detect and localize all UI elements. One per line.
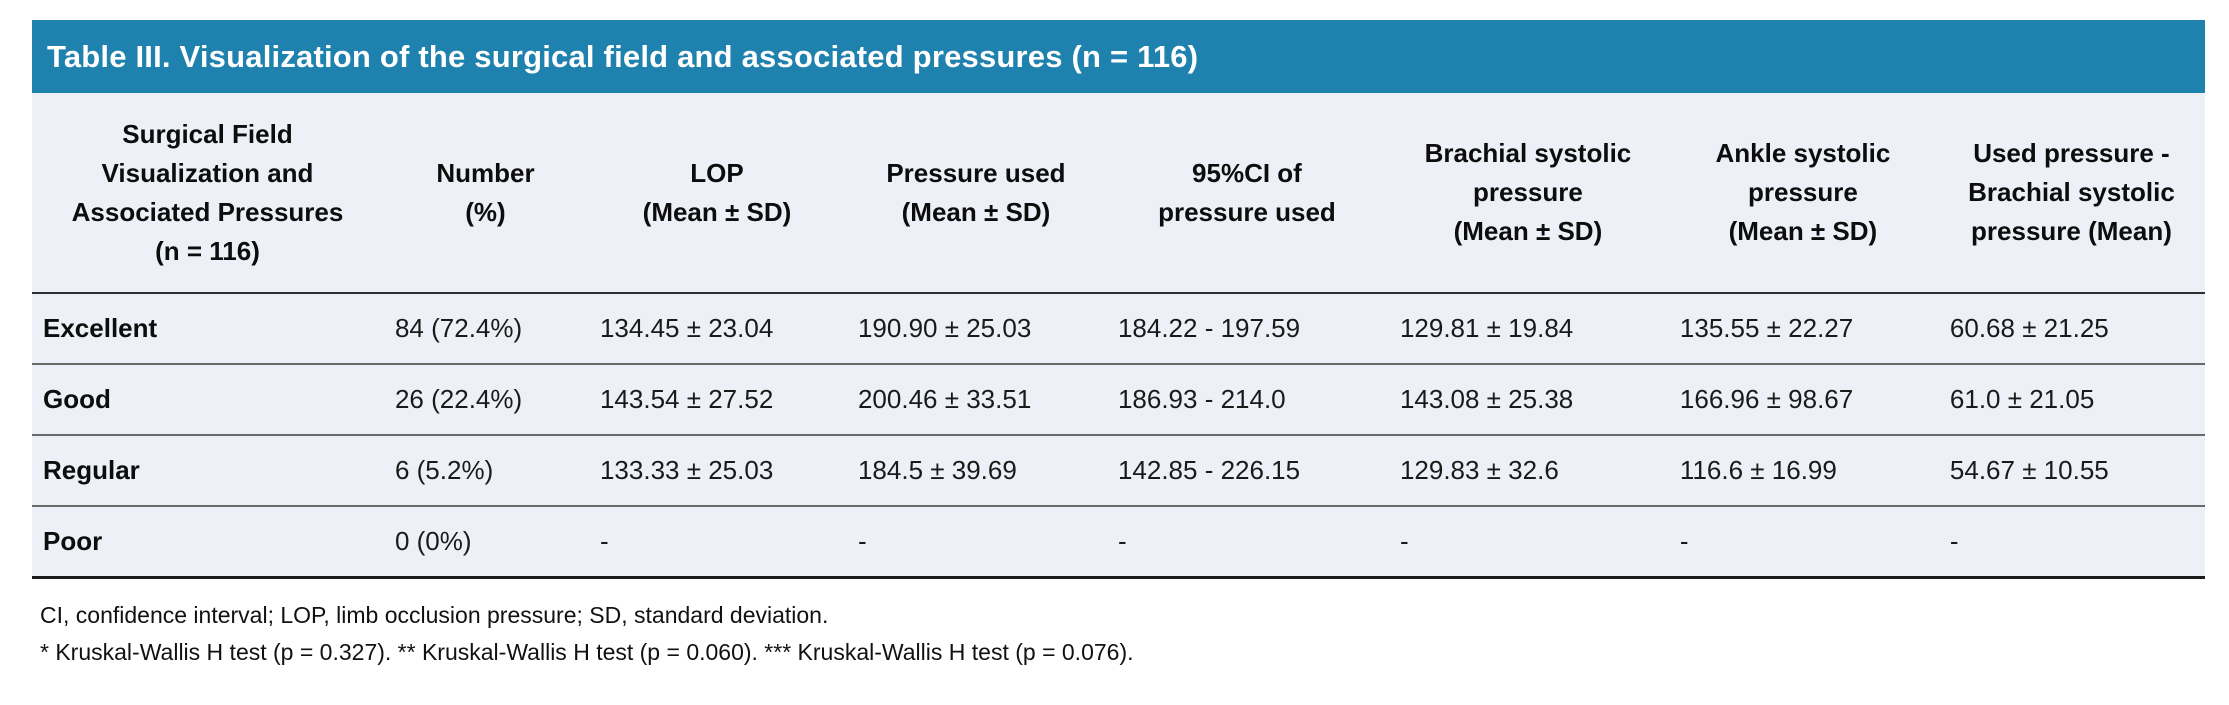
table-title-bar: Table III. Visualization of the surgical… xyxy=(32,20,2205,93)
col-header-surgical-field-visualization: Surgical Field Visualization and Associa… xyxy=(32,93,383,294)
col-header-lop: LOP (Mean ± SD) xyxy=(587,93,846,294)
table-cell: 61.0 ± 21.05 xyxy=(1937,364,2205,436)
data-table: Surgical Field Visualization and Associa… xyxy=(32,93,2205,579)
row-label-excellent: Excellent xyxy=(32,293,383,365)
table-row-regular: Regular 6 (5.2%) 133.33 ± 25.03 184.5 ± … xyxy=(32,435,2205,507)
row-label-good: Good xyxy=(32,364,383,436)
table-cell: 143.54 ± 27.52 xyxy=(587,364,846,436)
table-cell: 129.81 ± 19.84 xyxy=(1387,293,1668,365)
col-header-used-minus-brachial-pressure: Used pressure - Brachial systolic pressu… xyxy=(1937,93,2205,294)
row-label-poor: Poor xyxy=(32,506,383,579)
table-iii-card: Table III. Visualization of the surgical… xyxy=(32,20,2205,671)
table-row-good: Good 26 (22.4%) 143.54 ± 27.52 200.46 ± … xyxy=(32,364,2205,436)
col-header-ankle-systolic-pressure: Ankle systolic pressure (Mean ± SD) xyxy=(1667,93,1938,294)
table-cell: 134.45 ± 23.04 xyxy=(587,293,846,365)
table-cell: - xyxy=(845,506,1106,579)
table-cell: 184.5 ± 39.69 xyxy=(845,435,1106,507)
table-cell: 143.08 ± 25.38 xyxy=(1387,364,1668,436)
table-cell: 133.33 ± 25.03 xyxy=(587,435,846,507)
col-header-pressure-used: Pressure used (Mean ± SD) xyxy=(845,93,1106,294)
table-cell: - xyxy=(1387,506,1668,579)
table-cell: 54.67 ± 10.55 xyxy=(1937,435,2205,507)
table-cell: 116.6 ± 16.99 xyxy=(1667,435,1938,507)
footnote-statistical-tests: * Kruskal-Wallis H test (p = 0.327). ** … xyxy=(40,638,1134,665)
table-cell: - xyxy=(1105,506,1388,579)
table-footnotes: CI, confidence interval; LOP, limb occlu… xyxy=(32,597,2205,672)
table-cell: - xyxy=(1937,506,2205,579)
table-cell: 190.90 ± 25.03 xyxy=(845,293,1106,365)
table-cell: 6 (5.2%) xyxy=(382,435,588,507)
table-cell: 142.85 - 226.15 xyxy=(1105,435,1388,507)
table-cell: 200.46 ± 33.51 xyxy=(845,364,1106,436)
table-cell: 166.96 ± 98.67 xyxy=(1667,364,1938,436)
table-cell: 26 (22.4%) xyxy=(382,364,588,436)
table-cell: 60.68 ± 21.25 xyxy=(1937,293,2205,365)
table-cell: 0 (0%) xyxy=(382,506,588,579)
table-cell: - xyxy=(1667,506,1938,579)
table-row-excellent: Excellent 84 (72.4%) 134.45 ± 23.04 190.… xyxy=(32,293,2205,365)
table-cell: 184.22 - 197.59 xyxy=(1105,293,1388,365)
table-row-poor: Poor 0 (0%) - - - - - - xyxy=(32,506,2205,579)
col-header-95ci-pressure-used: 95%CI of pressure used xyxy=(1105,93,1388,294)
table-cell: 84 (72.4%) xyxy=(382,293,588,365)
table-cell: 129.83 ± 32.6 xyxy=(1387,435,1668,507)
table-cell: 186.93 - 214.0 xyxy=(1105,364,1388,436)
table-title: Table III. Visualization of the surgical… xyxy=(47,38,1199,74)
table-cell: 135.55 ± 22.27 xyxy=(1667,293,1938,365)
header-row: Surgical Field Visualization and Associa… xyxy=(32,93,2205,294)
col-header-number-percent: Number (%) xyxy=(382,93,588,294)
footnote-abbreviations: CI, confidence interval; LOP, limb occlu… xyxy=(40,601,829,628)
col-header-brachial-systolic-pressure: Brachial systolic pressure (Mean ± SD) xyxy=(1387,93,1668,294)
row-label-regular: Regular xyxy=(32,435,383,507)
table-cell: - xyxy=(587,506,846,579)
